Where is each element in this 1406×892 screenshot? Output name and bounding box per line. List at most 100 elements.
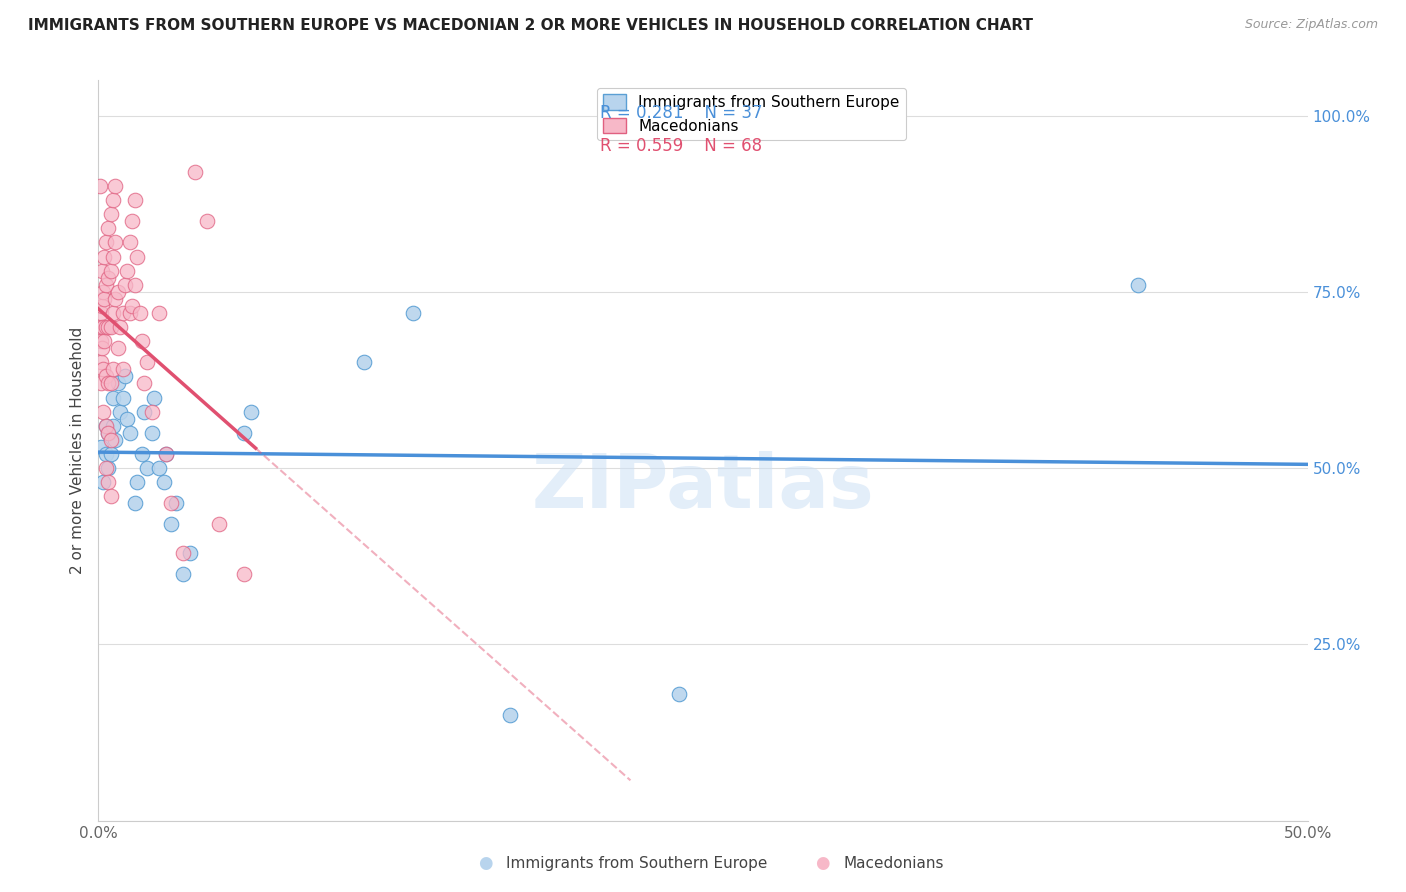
Point <box>94 277 117 292</box>
Point <box>101 306 124 320</box>
Point <box>100 489 122 503</box>
Point <box>232 566 254 581</box>
Text: R = 0.281    N = 37: R = 0.281 N = 37 <box>600 104 762 122</box>
Point <box>91 362 114 376</box>
Point <box>101 418 124 433</box>
Text: Immigrants from Southern Europe: Immigrants from Southern Europe <box>506 856 768 871</box>
Point <box>101 250 124 264</box>
Point <box>100 207 122 221</box>
Point <box>91 341 114 355</box>
Point <box>90 355 112 369</box>
Point <box>160 517 183 532</box>
Point <box>131 447 153 461</box>
Point <box>184 165 207 179</box>
Point <box>107 341 129 355</box>
Point <box>111 391 134 405</box>
Legend: Immigrants from Southern Europe, Macedonians: Immigrants from Southern Europe, Macedon… <box>598 88 905 140</box>
Point <box>93 334 115 348</box>
Point <box>100 433 122 447</box>
Point <box>134 376 156 391</box>
Point <box>135 461 157 475</box>
Point <box>208 517 231 532</box>
Point <box>172 566 194 581</box>
Point <box>108 320 131 334</box>
Point <box>100 447 122 461</box>
Point <box>111 306 134 320</box>
Point <box>135 355 157 369</box>
Point <box>91 405 114 419</box>
Point <box>148 306 170 320</box>
Point <box>117 411 139 425</box>
Point <box>91 299 114 313</box>
Point <box>121 299 143 313</box>
Point <box>124 277 146 292</box>
Text: R = 0.559    N = 68: R = 0.559 N = 68 <box>600 137 762 155</box>
Text: ●: ● <box>815 855 830 872</box>
Text: IMMIGRANTS FROM SOUTHERN EUROPE VS MACEDONIAN 2 OR MORE VEHICLES IN HOUSEHOLD CO: IMMIGRANTS FROM SOUTHERN EUROPE VS MACED… <box>28 18 1033 33</box>
Point <box>353 355 375 369</box>
Point <box>97 376 120 391</box>
Point <box>89 179 111 194</box>
Point <box>97 475 120 490</box>
Point <box>97 221 120 235</box>
Point <box>107 285 129 299</box>
Point <box>172 546 194 560</box>
Point <box>97 425 120 440</box>
Point <box>155 447 177 461</box>
Point <box>143 391 166 405</box>
Point <box>104 235 127 250</box>
Point <box>141 425 163 440</box>
Point <box>101 391 124 405</box>
Text: Macedonians: Macedonians <box>844 856 943 871</box>
Point <box>90 334 112 348</box>
Point <box>128 306 150 320</box>
Point <box>97 320 120 334</box>
Point <box>124 193 146 207</box>
Point <box>97 425 120 440</box>
Point <box>90 376 112 391</box>
Point <box>148 461 170 475</box>
Point <box>114 277 136 292</box>
Point <box>232 425 254 440</box>
Point <box>100 376 122 391</box>
Point <box>91 285 114 299</box>
Point <box>91 263 114 277</box>
Point <box>97 461 120 475</box>
Point <box>131 334 153 348</box>
Point <box>124 496 146 510</box>
Point <box>111 362 134 376</box>
Point <box>100 320 122 334</box>
Point <box>94 418 117 433</box>
Point <box>91 320 114 334</box>
Point <box>107 376 129 391</box>
Point <box>402 306 425 320</box>
Point <box>118 425 141 440</box>
Point <box>101 193 124 207</box>
Point <box>155 447 177 461</box>
Point <box>127 250 149 264</box>
Point <box>93 250 115 264</box>
Point <box>104 433 127 447</box>
Point <box>141 405 163 419</box>
Point <box>108 405 131 419</box>
Point <box>160 496 183 510</box>
Point <box>104 292 127 306</box>
Point <box>91 475 114 490</box>
Point <box>94 369 117 384</box>
Point <box>239 405 262 419</box>
Point <box>90 440 112 454</box>
Point <box>94 235 117 250</box>
Point <box>668 687 690 701</box>
Point <box>117 263 139 277</box>
Point <box>498 707 520 722</box>
Point <box>94 461 117 475</box>
Point <box>118 235 141 250</box>
Y-axis label: 2 or more Vehicles in Household: 2 or more Vehicles in Household <box>69 326 84 574</box>
Point <box>127 475 149 490</box>
Point <box>118 306 141 320</box>
Point <box>101 362 124 376</box>
Point <box>114 369 136 384</box>
Point <box>93 292 115 306</box>
Point <box>104 179 127 194</box>
Point <box>195 214 218 228</box>
